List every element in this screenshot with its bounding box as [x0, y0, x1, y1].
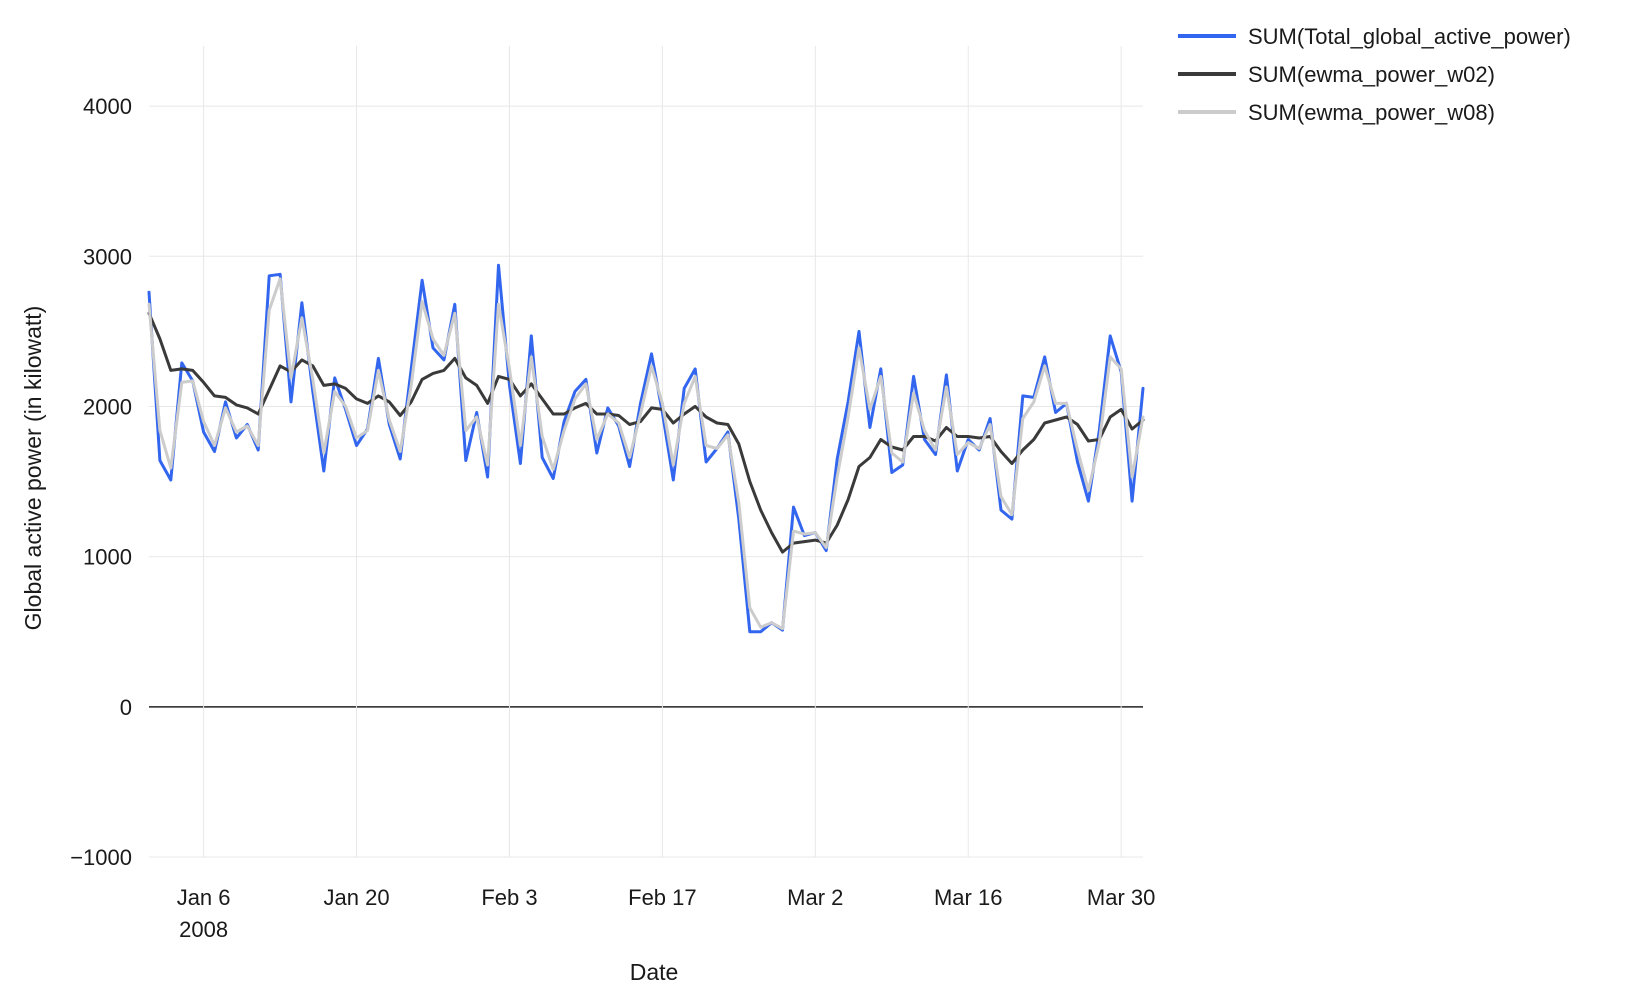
series-line-2	[147, 277, 1145, 631]
grid-layer	[149, 46, 1143, 858]
legend: SUM(Total_global_active_power) SUM(ewma_p…	[1178, 24, 1571, 125]
y-tick-label: 4000	[83, 94, 132, 119]
x-tick-label: Jan 20	[324, 885, 390, 910]
x-tick-label: Mar 30	[1087, 885, 1155, 910]
y-tick-label: 1000	[83, 545, 132, 570]
x-axis-title: Date	[630, 959, 679, 985]
y-tick-label: 3000	[83, 244, 132, 269]
x-tick-label: Jan 6	[177, 885, 231, 910]
y-axis-title: Global active power (in kilowatt)	[20, 306, 46, 631]
legend-label-2: SUM(ewma_power_w08)	[1248, 100, 1495, 125]
tick-layer: −1000 0 1000 2000 3000 4000 Jan 6 2008 Jan 20 Feb…	[70, 94, 1155, 942]
y-tick-label: 0	[120, 695, 132, 720]
x-tick-label: Mar 2	[787, 885, 843, 910]
x-tick-label: Mar 16	[934, 885, 1002, 910]
series-layer	[147, 263, 1145, 634]
series-line-1	[147, 311, 1145, 554]
x-tick-label: Feb 17	[628, 885, 697, 910]
legend-label-1: SUM(ewma_power_w02)	[1248, 62, 1495, 87]
y-tick-label: −1000	[70, 845, 132, 870]
x-tick-label: Feb 3	[481, 885, 537, 910]
legend-label-0: SUM(Total_global_active_power)	[1248, 24, 1571, 49]
y-tick-label: 2000	[83, 394, 132, 419]
x-tick-sublabel: 2008	[179, 917, 228, 942]
